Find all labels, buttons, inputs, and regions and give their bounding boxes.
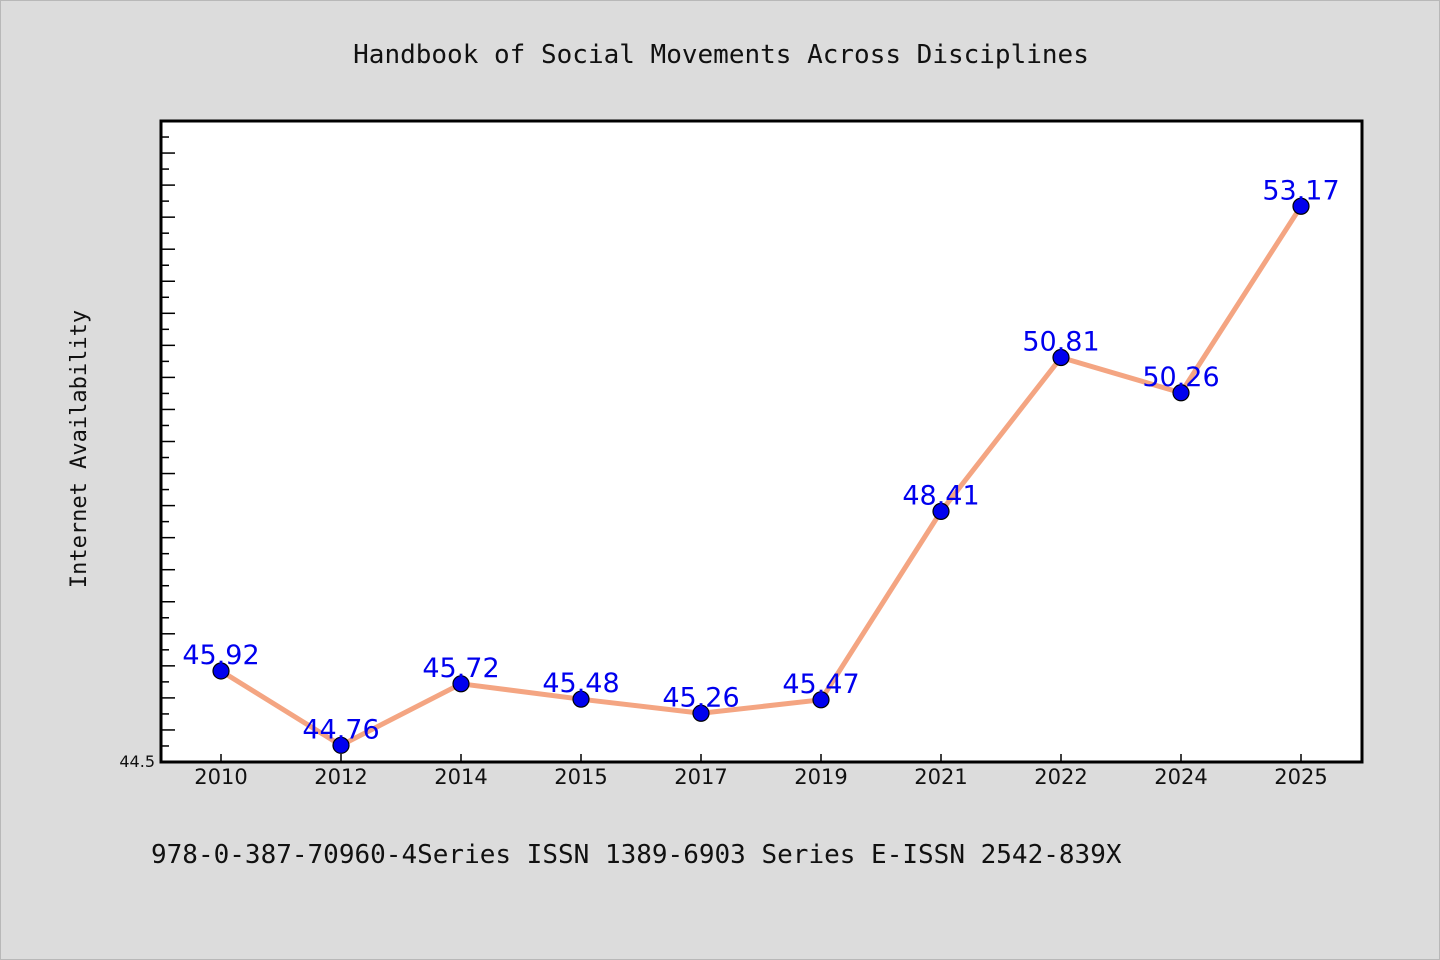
x-tick-label: 2015	[554, 765, 607, 789]
data-point	[692, 704, 710, 722]
y-axis-label: Internet Availability	[67, 310, 92, 588]
x-tick-label: 2021	[914, 765, 967, 789]
data-label: 44.76	[302, 714, 379, 745]
data-label: 50.81	[1022, 327, 1099, 358]
y-tick-label: 44.5	[119, 752, 155, 771]
data-label: 45.92	[182, 640, 259, 671]
x-tick-label: 2010	[194, 765, 247, 789]
data-point	[1292, 197, 1310, 215]
data-label: 45.72	[422, 653, 499, 684]
x-tick-label: 2025	[1274, 765, 1327, 789]
series-line	[218, 203, 1304, 748]
data-label: 45.48	[542, 668, 619, 699]
data-point	[1052, 348, 1070, 367]
data-point	[332, 736, 350, 754]
data-point	[932, 502, 950, 520]
x-tick-label: 2024	[1154, 765, 1207, 789]
data-point	[572, 690, 590, 708]
data-label: 50.26	[1142, 362, 1219, 393]
footer-isbn-text: 978-0-387-70960-4Series ISSN 1389-6903 S…	[151, 840, 1122, 870]
data-point	[1172, 384, 1190, 402]
data-label: 53.17	[1262, 175, 1339, 206]
data-labels: 45.92 44.76 45.72 45.48 45.26 45.47 48.41 50.81…	[182, 175, 1339, 745]
data-label: 48.41	[902, 480, 979, 511]
series-line-group	[218, 203, 1304, 748]
chart-title: Handbook of Social Movements Across Disc…	[353, 40, 1089, 70]
data-label: 45.26	[662, 682, 739, 713]
x-axis-ticks: 2010 2012 2014 2015 2017 2019 2021 2022 2024 2025	[194, 754, 1328, 789]
x-tick-label: 2014	[434, 765, 487, 789]
y-axis-ticks: 44.5	[119, 120, 175, 771]
data-points	[212, 197, 1310, 754]
data-point	[812, 691, 830, 709]
data-label: 45.47	[782, 669, 859, 700]
plot-area	[159, 119, 1364, 764]
x-tick-label: 2019	[794, 765, 847, 789]
x-tick-label: 2022	[1034, 765, 1087, 789]
data-point	[452, 675, 470, 693]
x-tick-label: 2012	[314, 765, 367, 789]
data-point	[212, 662, 230, 680]
x-tick-label: 2017	[674, 765, 727, 789]
